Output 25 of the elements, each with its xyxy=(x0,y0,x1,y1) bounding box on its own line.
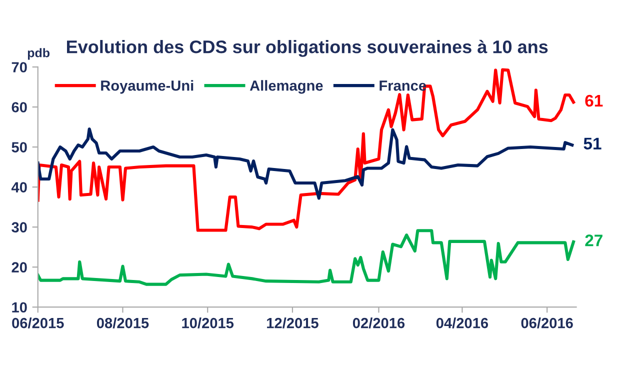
y-tick-label: 40 xyxy=(11,182,27,192)
y-tick-label: 20 xyxy=(12,262,27,273)
chart-title: Evolution des CDS sur obligations souveraines à 10 ans xyxy=(67,40,548,57)
x-tick-label: 08/2015 xyxy=(96,318,149,328)
x-tick-label: 06/2016 xyxy=(521,318,573,328)
y-tick-label: 10 xyxy=(12,302,27,313)
legend-label: Royaume-Uni xyxy=(101,80,194,94)
annotation: 61 xyxy=(585,94,603,107)
line-series xyxy=(38,127,574,200)
x-tick-label: 12/2015 xyxy=(267,318,318,328)
x-tick-label: 06/2015 xyxy=(12,318,64,328)
legend-label: France xyxy=(380,80,426,91)
y-tick-label: 70 xyxy=(12,62,27,72)
annotation: 51 xyxy=(584,138,602,150)
y-tick-label: 60 xyxy=(12,102,27,112)
x-tick-label: 10/2015 xyxy=(182,318,234,328)
line-series xyxy=(38,229,576,286)
x-tick-label: 02/2016 xyxy=(352,318,405,328)
annotation: 27 xyxy=(585,234,602,246)
y-tick-label: 30 xyxy=(12,222,27,233)
line-series xyxy=(38,68,576,232)
legend-label: Allemagne xyxy=(250,80,323,94)
y-axis-title: pdb xyxy=(28,48,50,60)
y-tick-label: 50 xyxy=(12,142,27,152)
x-tick-label: 04/2016 xyxy=(436,318,488,328)
